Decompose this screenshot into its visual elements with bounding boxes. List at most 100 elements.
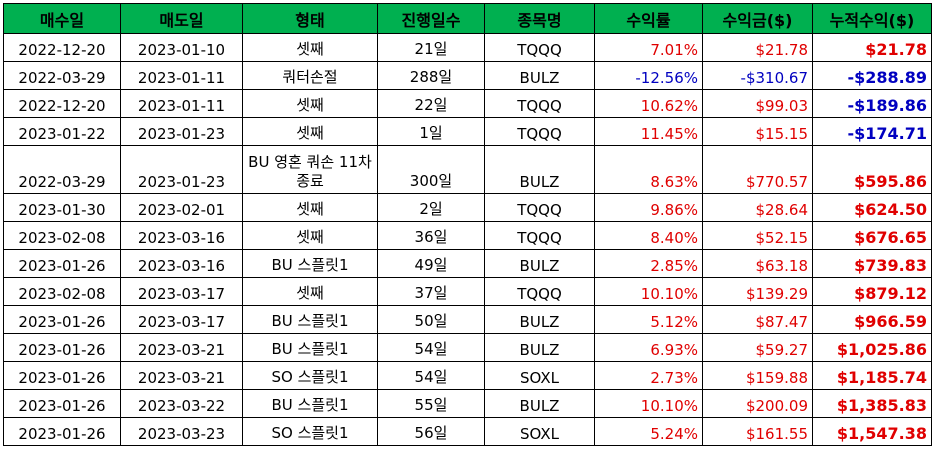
header-buy-date[interactable]: 매수일 [3, 3, 121, 34]
ticker-cell[interactable]: TQQQ [484, 277, 595, 306]
header-type[interactable]: 형태 [242, 3, 378, 34]
days-cell[interactable]: 1일 [377, 117, 485, 146]
type-cell[interactable]: 셋째 [242, 89, 378, 118]
profit-cell[interactable]: $200.09 [702, 389, 813, 418]
profit-cell[interactable]: $159.88 [702, 361, 813, 390]
type-cell[interactable]: BU 영혼 쿼손 11차 종료 [242, 145, 378, 194]
buy-date-cell[interactable]: 2023-02-08 [3, 221, 121, 250]
ticker-cell[interactable]: TQQQ [484, 221, 595, 250]
return-rate-cell[interactable]: 5.24% [594, 417, 703, 446]
cumulative-cell[interactable]: $1,025.86 [812, 333, 932, 362]
days-cell[interactable]: 56일 [377, 417, 485, 446]
profit-cell[interactable]: $59.27 [702, 333, 813, 362]
days-cell[interactable]: 54일 [377, 333, 485, 362]
header-cumulative[interactable]: 누적수익($) [812, 3, 932, 34]
cumulative-cell[interactable]: $1,185.74 [812, 361, 932, 390]
buy-date-cell[interactable]: 2023-01-26 [3, 333, 121, 362]
cumulative-cell[interactable]: $595.86 [812, 145, 932, 194]
days-cell[interactable]: 49일 [377, 249, 485, 278]
header-profit[interactable]: 수익금($) [702, 3, 813, 34]
days-cell[interactable]: 54일 [377, 361, 485, 390]
header-sell-date[interactable]: 매도일 [120, 3, 243, 34]
buy-date-cell[interactable]: 2023-02-08 [3, 277, 121, 306]
buy-date-cell[interactable]: 2023-01-26 [3, 417, 121, 446]
ticker-cell[interactable]: BULZ [484, 389, 595, 418]
buy-date-cell[interactable]: 2023-01-26 [3, 361, 121, 390]
type-cell[interactable]: 셋째 [242, 193, 378, 222]
buy-date-cell[interactable]: 2022-12-20 [3, 33, 121, 62]
profit-cell[interactable]: $21.78 [702, 33, 813, 62]
return-rate-cell[interactable]: 5.12% [594, 305, 703, 334]
type-cell[interactable]: 셋째 [242, 277, 378, 306]
sell-date-cell[interactable]: 2023-03-21 [120, 333, 243, 362]
days-cell[interactable]: 22일 [377, 89, 485, 118]
sell-date-cell[interactable]: 2023-01-23 [120, 117, 243, 146]
sell-date-cell[interactable]: 2023-03-16 [120, 249, 243, 278]
cumulative-cell[interactable]: -$174.71 [812, 117, 932, 146]
cumulative-cell[interactable]: -$288.89 [812, 61, 932, 90]
return-rate-cell[interactable]: 2.85% [594, 249, 703, 278]
days-cell[interactable]: 2일 [377, 193, 485, 222]
sell-date-cell[interactable]: 2023-03-23 [120, 417, 243, 446]
cumulative-cell[interactable]: $879.12 [812, 277, 932, 306]
type-cell[interactable]: BU 스플릿1 [242, 305, 378, 334]
buy-date-cell[interactable]: 2022-12-20 [3, 89, 121, 118]
ticker-cell[interactable]: TQQQ [484, 193, 595, 222]
header-ticker[interactable]: 종목명 [484, 3, 595, 34]
ticker-cell[interactable]: BULZ [484, 61, 595, 90]
cumulative-cell[interactable]: -$189.86 [812, 89, 932, 118]
return-rate-cell[interactable]: 6.93% [594, 333, 703, 362]
header-return-rate[interactable]: 수익률 [594, 3, 703, 34]
sell-date-cell[interactable]: 2023-03-21 [120, 361, 243, 390]
type-cell[interactable]: 쿼터손절 [242, 61, 378, 90]
buy-date-cell[interactable]: 2022-03-29 [3, 61, 121, 90]
return-rate-cell[interactable]: 10.62% [594, 89, 703, 118]
days-cell[interactable]: 288일 [377, 61, 485, 90]
cumulative-cell[interactable]: $1,385.83 [812, 389, 932, 418]
sell-date-cell[interactable]: 2023-03-22 [120, 389, 243, 418]
header-days[interactable]: 진행일수 [377, 3, 485, 34]
cumulative-cell[interactable]: $21.78 [812, 33, 932, 62]
cumulative-cell[interactable]: $966.59 [812, 305, 932, 334]
profit-cell[interactable]: $52.15 [702, 221, 813, 250]
type-cell[interactable]: 셋째 [242, 221, 378, 250]
return-rate-cell[interactable]: 7.01% [594, 33, 703, 62]
cumulative-cell[interactable]: $1,547.38 [812, 417, 932, 446]
cumulative-cell[interactable]: $739.83 [812, 249, 932, 278]
return-rate-cell[interactable]: 10.10% [594, 277, 703, 306]
profit-cell[interactable]: $28.64 [702, 193, 813, 222]
ticker-cell[interactable]: BULZ [484, 249, 595, 278]
days-cell[interactable]: 37일 [377, 277, 485, 306]
cumulative-cell[interactable]: $676.65 [812, 221, 932, 250]
profit-cell[interactable]: $63.18 [702, 249, 813, 278]
sell-date-cell[interactable]: 2023-01-11 [120, 89, 243, 118]
return-rate-cell[interactable]: 11.45% [594, 117, 703, 146]
type-cell[interactable]: BU 스플릿1 [242, 389, 378, 418]
ticker-cell[interactable]: SOXL [484, 361, 595, 390]
return-rate-cell[interactable]: 8.63% [594, 145, 703, 194]
return-rate-cell[interactable]: 10.10% [594, 389, 703, 418]
buy-date-cell[interactable]: 2023-01-26 [3, 249, 121, 278]
profit-cell[interactable]: $15.15 [702, 117, 813, 146]
ticker-cell[interactable]: TQQQ [484, 33, 595, 62]
buy-date-cell[interactable]: 2023-01-26 [3, 305, 121, 334]
type-cell[interactable]: SO 스플릿1 [242, 417, 378, 446]
days-cell[interactable]: 50일 [377, 305, 485, 334]
ticker-cell[interactable]: TQQQ [484, 89, 595, 118]
days-cell[interactable]: 36일 [377, 221, 485, 250]
profit-cell[interactable]: $99.03 [702, 89, 813, 118]
type-cell[interactable]: 셋째 [242, 33, 378, 62]
profit-cell[interactable]: $770.57 [702, 145, 813, 194]
sell-date-cell[interactable]: 2023-01-10 [120, 33, 243, 62]
buy-date-cell[interactable]: 2023-01-26 [3, 389, 121, 418]
ticker-cell[interactable]: SOXL [484, 417, 595, 446]
buy-date-cell[interactable]: 2022-03-29 [3, 145, 121, 194]
type-cell[interactable]: BU 스플릿1 [242, 249, 378, 278]
profit-cell[interactable]: $139.29 [702, 277, 813, 306]
days-cell[interactable]: 55일 [377, 389, 485, 418]
return-rate-cell[interactable]: 9.86% [594, 193, 703, 222]
type-cell[interactable]: BU 스플릿1 [242, 333, 378, 362]
days-cell[interactable]: 21일 [377, 33, 485, 62]
cumulative-cell[interactable]: $624.50 [812, 193, 932, 222]
ticker-cell[interactable]: BULZ [484, 145, 595, 194]
